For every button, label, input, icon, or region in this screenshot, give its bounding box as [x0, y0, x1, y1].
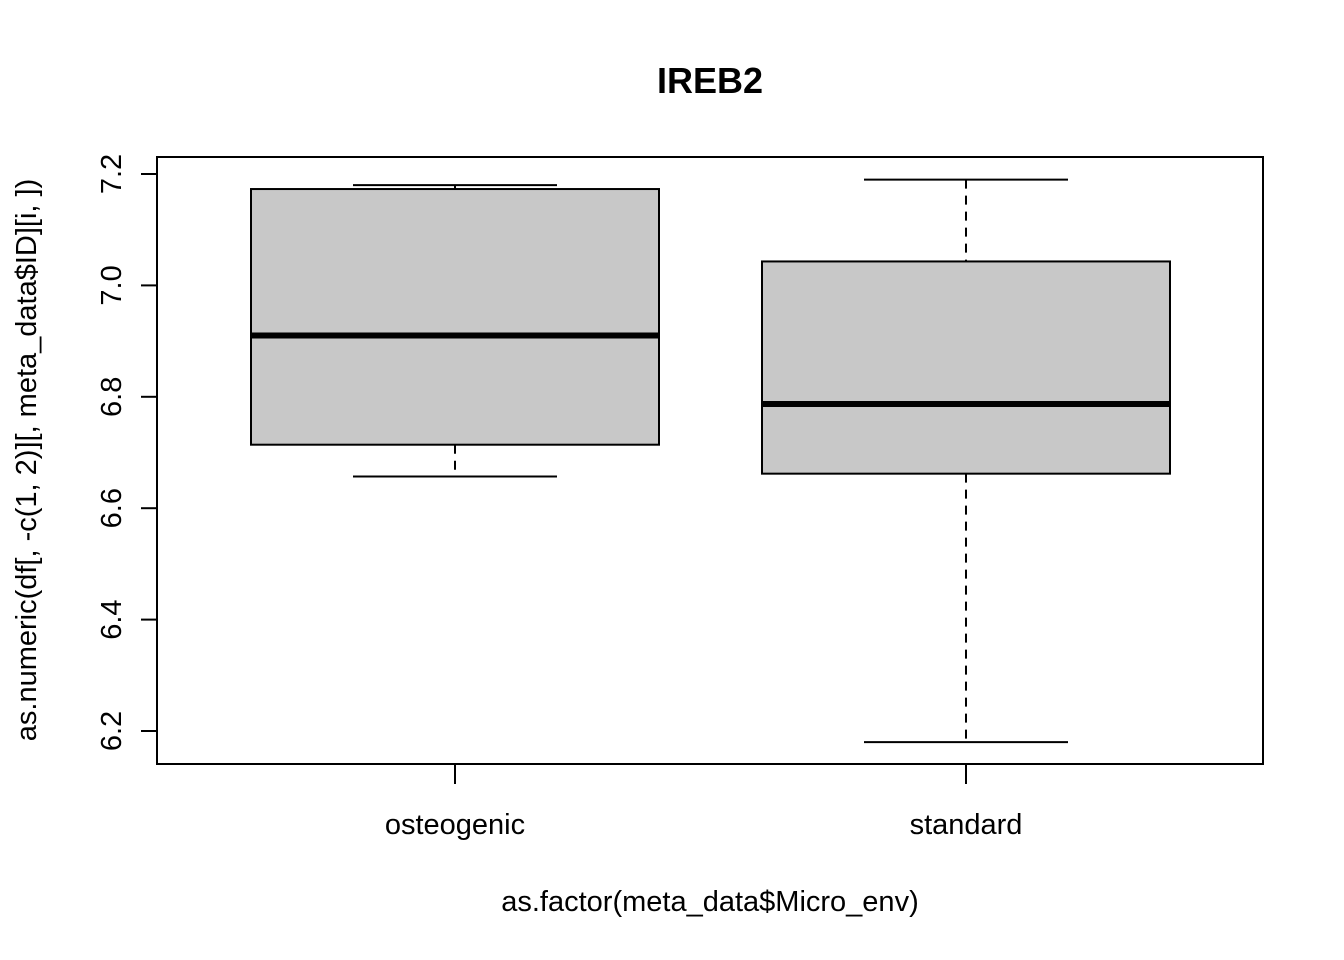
y-axis-title: as.numeric(df[, -c(1, 2)][, meta_data$ID… [11, 179, 43, 741]
x-tick-label: standard [910, 809, 1023, 841]
x-axis-title: as.factor(meta_data$Micro_env) [501, 886, 918, 918]
chart-title: IREB2 [657, 60, 763, 101]
y-tick-label: 6.8 [96, 377, 128, 417]
y-tick-label: 6.6 [96, 488, 128, 528]
box-group-standard [761, 178, 1171, 744]
y-tick-label: 7.2 [96, 154, 128, 194]
y-axis: 6.2 6.4 6.6 6.8 7.0 7.2 [96, 154, 157, 751]
x-axis: osteogenic standard [385, 764, 1023, 841]
y-tick-label: 6.4 [96, 599, 128, 639]
boxes-layer [250, 178, 1171, 744]
x-tick-label: osteogenic [385, 809, 525, 841]
iqr-box [761, 260, 1171, 475]
plot-frame [156, 156, 1264, 765]
box-group-osteogenic [250, 184, 660, 478]
iqr-box [250, 188, 660, 446]
y-tick-label: 6.2 [96, 711, 128, 751]
y-tick-label: 7.0 [96, 265, 128, 305]
